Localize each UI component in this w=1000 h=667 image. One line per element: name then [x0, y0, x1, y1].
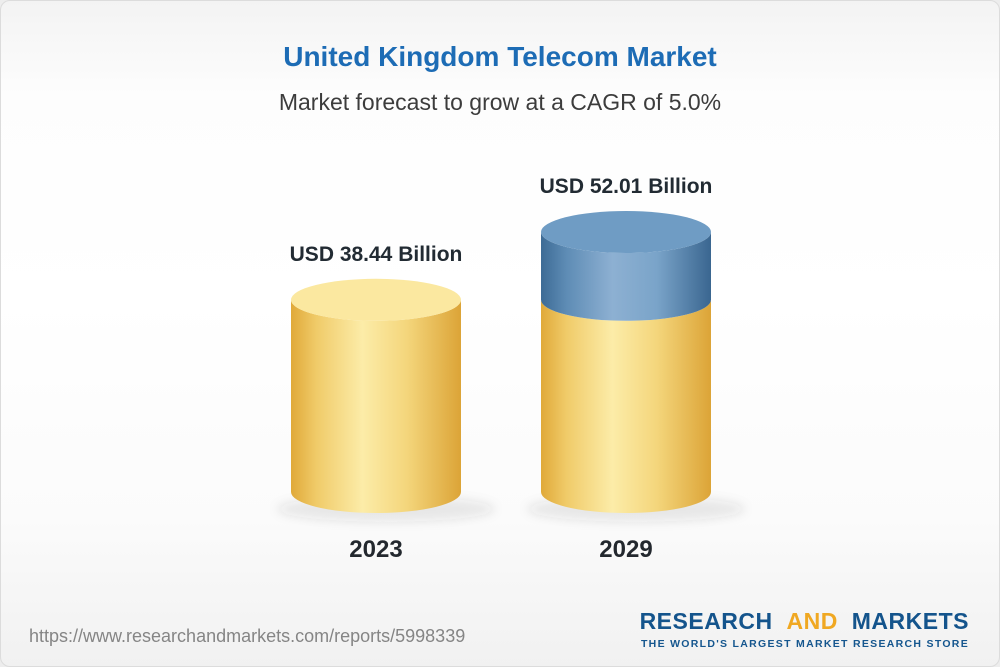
footer: https://www.researchandmarkets.com/repor… [29, 608, 969, 650]
category-label: 2029 [599, 536, 652, 563]
logo-word-markets: MARKETS [851, 608, 969, 634]
cylinder-cap [291, 278, 461, 321]
cylinder-bar: USD 52.01 Billion 2029 [527, 175, 745, 563]
chart-subtitle: Market forecast to grow at a CAGR of 5.0… [278, 89, 722, 115]
logo-word-research: RESEARCH [639, 608, 773, 634]
logo-tagline: THE WORLD'S LARGEST MARKET RESEARCH STOR… [640, 638, 969, 650]
research-and-markets-logo: RESEARCH AND MARKETS THE WORLD'S LARGEST… [640, 608, 969, 650]
logo-wordmark: RESEARCH AND MARKETS [640, 608, 969, 635]
category-label: 2023 [349, 536, 402, 563]
value-label: USD 52.01 Billion [540, 175, 713, 198]
report-url-link[interactable]: https://www.researchandmarkets.com/repor… [29, 626, 466, 646]
cylinder-segment-yellow [541, 299, 711, 513]
cylinder-bar: USD 38.44 Billion 2023 [277, 243, 495, 563]
chart-title: United Kingdom Telecom Market [283, 41, 717, 72]
value-label: USD 38.44 Billion [290, 243, 463, 266]
cylinder-segment-yellow [291, 299, 461, 513]
cylinder-cap [541, 211, 711, 253]
cylinder-segment-blue [541, 232, 711, 321]
logo-word-and: AND [786, 608, 838, 634]
